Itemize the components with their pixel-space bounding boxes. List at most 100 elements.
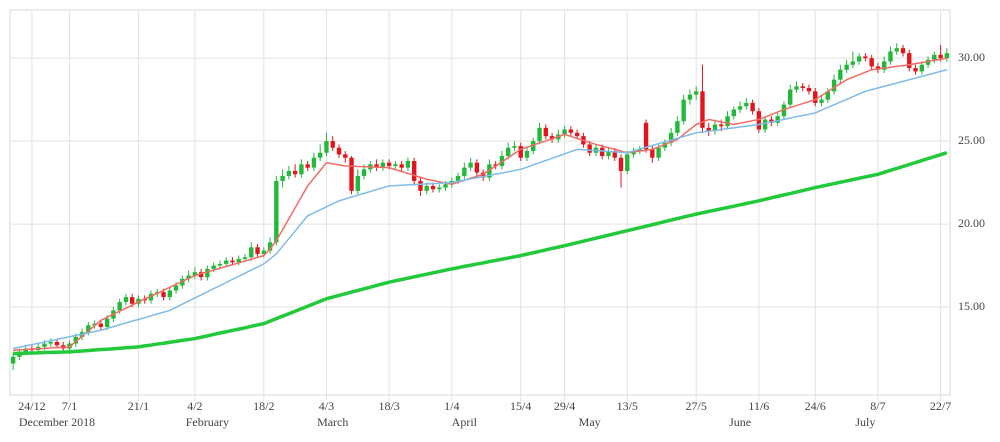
candle-body <box>794 86 799 90</box>
candle-body <box>236 258 241 263</box>
candle-body <box>856 56 862 62</box>
candle-body <box>117 302 122 311</box>
x-tick-label: 29/4 <box>554 399 575 413</box>
x-tick-label: 18/3 <box>378 399 399 413</box>
candle-body <box>224 260 229 264</box>
candle-body <box>668 132 674 143</box>
candle-body <box>192 272 198 276</box>
candle-body <box>305 164 310 168</box>
x-group-label: June <box>729 415 751 429</box>
candle-body <box>86 325 91 332</box>
y-tick-label: 25.00 <box>958 133 985 147</box>
candle-body <box>875 66 881 70</box>
x-tick-label: 11/6 <box>748 399 769 413</box>
candle-body <box>694 91 699 95</box>
candle-body <box>418 180 423 191</box>
plot-frame <box>9 9 951 396</box>
candle-body <box>549 136 555 140</box>
candle-body <box>336 147 342 155</box>
candle-body <box>130 297 135 304</box>
candle-body <box>744 102 749 107</box>
candle-body <box>706 127 711 132</box>
candle-body <box>700 91 705 128</box>
x-group-label: April <box>452 415 478 429</box>
candle-body <box>838 69 843 80</box>
candle-body <box>512 146 517 148</box>
candle-body <box>800 86 805 88</box>
candle-body <box>393 164 398 166</box>
candle-body <box>813 91 818 103</box>
candle-body <box>468 162 473 168</box>
candle-body <box>217 263 223 266</box>
candle-body <box>292 170 298 175</box>
candle-body <box>762 119 768 130</box>
candle-body <box>161 292 166 298</box>
candle-body <box>543 127 548 137</box>
candle-body <box>437 187 442 190</box>
x-group-label: February <box>186 415 229 429</box>
candle-body <box>267 242 273 251</box>
candle-body <box>374 164 379 168</box>
candle-body <box>524 151 530 158</box>
candle-body <box>10 356 16 364</box>
candle-body <box>681 99 686 122</box>
x-tick-label: 22/7 <box>930 399 951 413</box>
candle-body <box>788 89 793 105</box>
candle-body <box>92 323 97 326</box>
candle-body <box>355 175 360 191</box>
candle-body <box>518 146 523 158</box>
candle-body <box>731 109 736 117</box>
candle-body <box>430 185 436 190</box>
candle-body <box>299 164 304 175</box>
candle-body <box>280 175 285 181</box>
candle-body <box>819 99 824 103</box>
candle-body <box>198 272 204 278</box>
candle-body <box>73 336 78 344</box>
candle-body <box>606 151 611 157</box>
candle-body <box>850 61 856 65</box>
candle-body <box>98 323 104 327</box>
candle-body <box>656 147 661 158</box>
candle-body <box>637 149 642 152</box>
candle-body <box>618 157 624 171</box>
x-tick-label: 4/3 <box>319 399 334 413</box>
candle-body <box>506 147 511 157</box>
candle-body <box>318 152 323 158</box>
candle-body <box>869 58 874 67</box>
candle-body <box>480 172 486 178</box>
candle-body <box>230 260 235 263</box>
candle-body <box>888 51 893 62</box>
candle-body <box>650 149 655 158</box>
y-tick-label: 30.00 <box>958 50 985 64</box>
candle-body <box>330 141 335 148</box>
candle-body <box>386 162 392 166</box>
candle-body <box>311 157 317 168</box>
candle-body <box>719 124 724 127</box>
candle-body <box>907 53 912 69</box>
candle-body <box>944 53 950 59</box>
x-tick-label: 15/4 <box>510 399 531 413</box>
candle-body <box>825 91 830 100</box>
candle-body <box>781 104 787 117</box>
candle-body <box>324 141 329 153</box>
candle-body <box>600 147 605 157</box>
candle-body <box>894 48 899 52</box>
candle-body <box>687 94 693 100</box>
candle-body <box>361 169 367 176</box>
candle-body <box>48 341 53 344</box>
candle-body <box>775 116 780 123</box>
candle-body <box>474 162 480 173</box>
candle-body <box>249 247 254 258</box>
x-tick-label: 24/12 <box>18 399 45 413</box>
x-tick-label: 8/7 <box>870 399 885 413</box>
moving-average-line <box>12 69 948 350</box>
x-tick-label: 24/6 <box>805 399 826 413</box>
candle-body <box>349 157 354 191</box>
candle-body <box>405 161 411 168</box>
candle-body <box>750 102 755 112</box>
candle-body <box>831 79 837 92</box>
candle-body <box>537 127 542 142</box>
x-tick-label: 1/4 <box>444 399 459 413</box>
candle-body <box>186 275 191 279</box>
